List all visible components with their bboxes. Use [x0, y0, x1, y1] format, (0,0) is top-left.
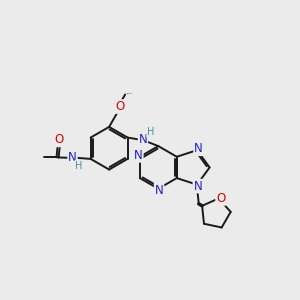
Text: methoxy: methoxy — [127, 93, 133, 94]
Text: N: N — [68, 151, 77, 164]
Text: O: O — [115, 100, 124, 113]
Text: N: N — [139, 133, 147, 146]
Text: O: O — [216, 192, 225, 205]
Text: N: N — [134, 149, 143, 162]
Text: N: N — [194, 180, 202, 193]
Text: N: N — [154, 184, 164, 197]
Text: O: O — [55, 134, 64, 146]
Text: H: H — [147, 127, 154, 137]
Text: N: N — [194, 142, 203, 155]
Text: H: H — [75, 160, 82, 171]
